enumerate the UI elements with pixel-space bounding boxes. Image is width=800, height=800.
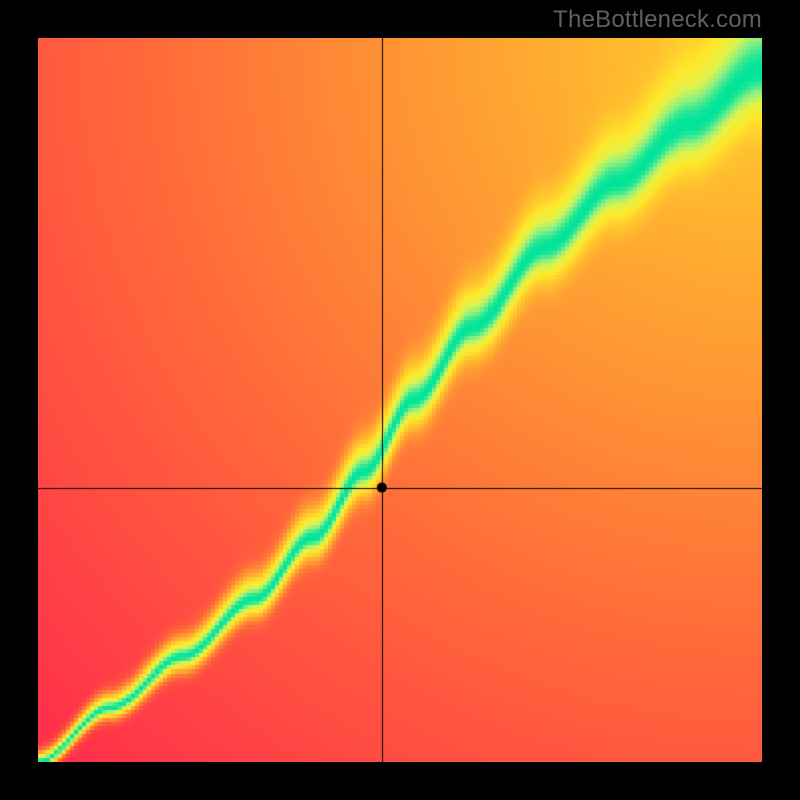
chart-container: TheBottleneck.com — [0, 0, 800, 800]
bottleneck-heatmap — [38, 38, 762, 762]
watermark-text: TheBottleneck.com — [553, 6, 762, 34]
